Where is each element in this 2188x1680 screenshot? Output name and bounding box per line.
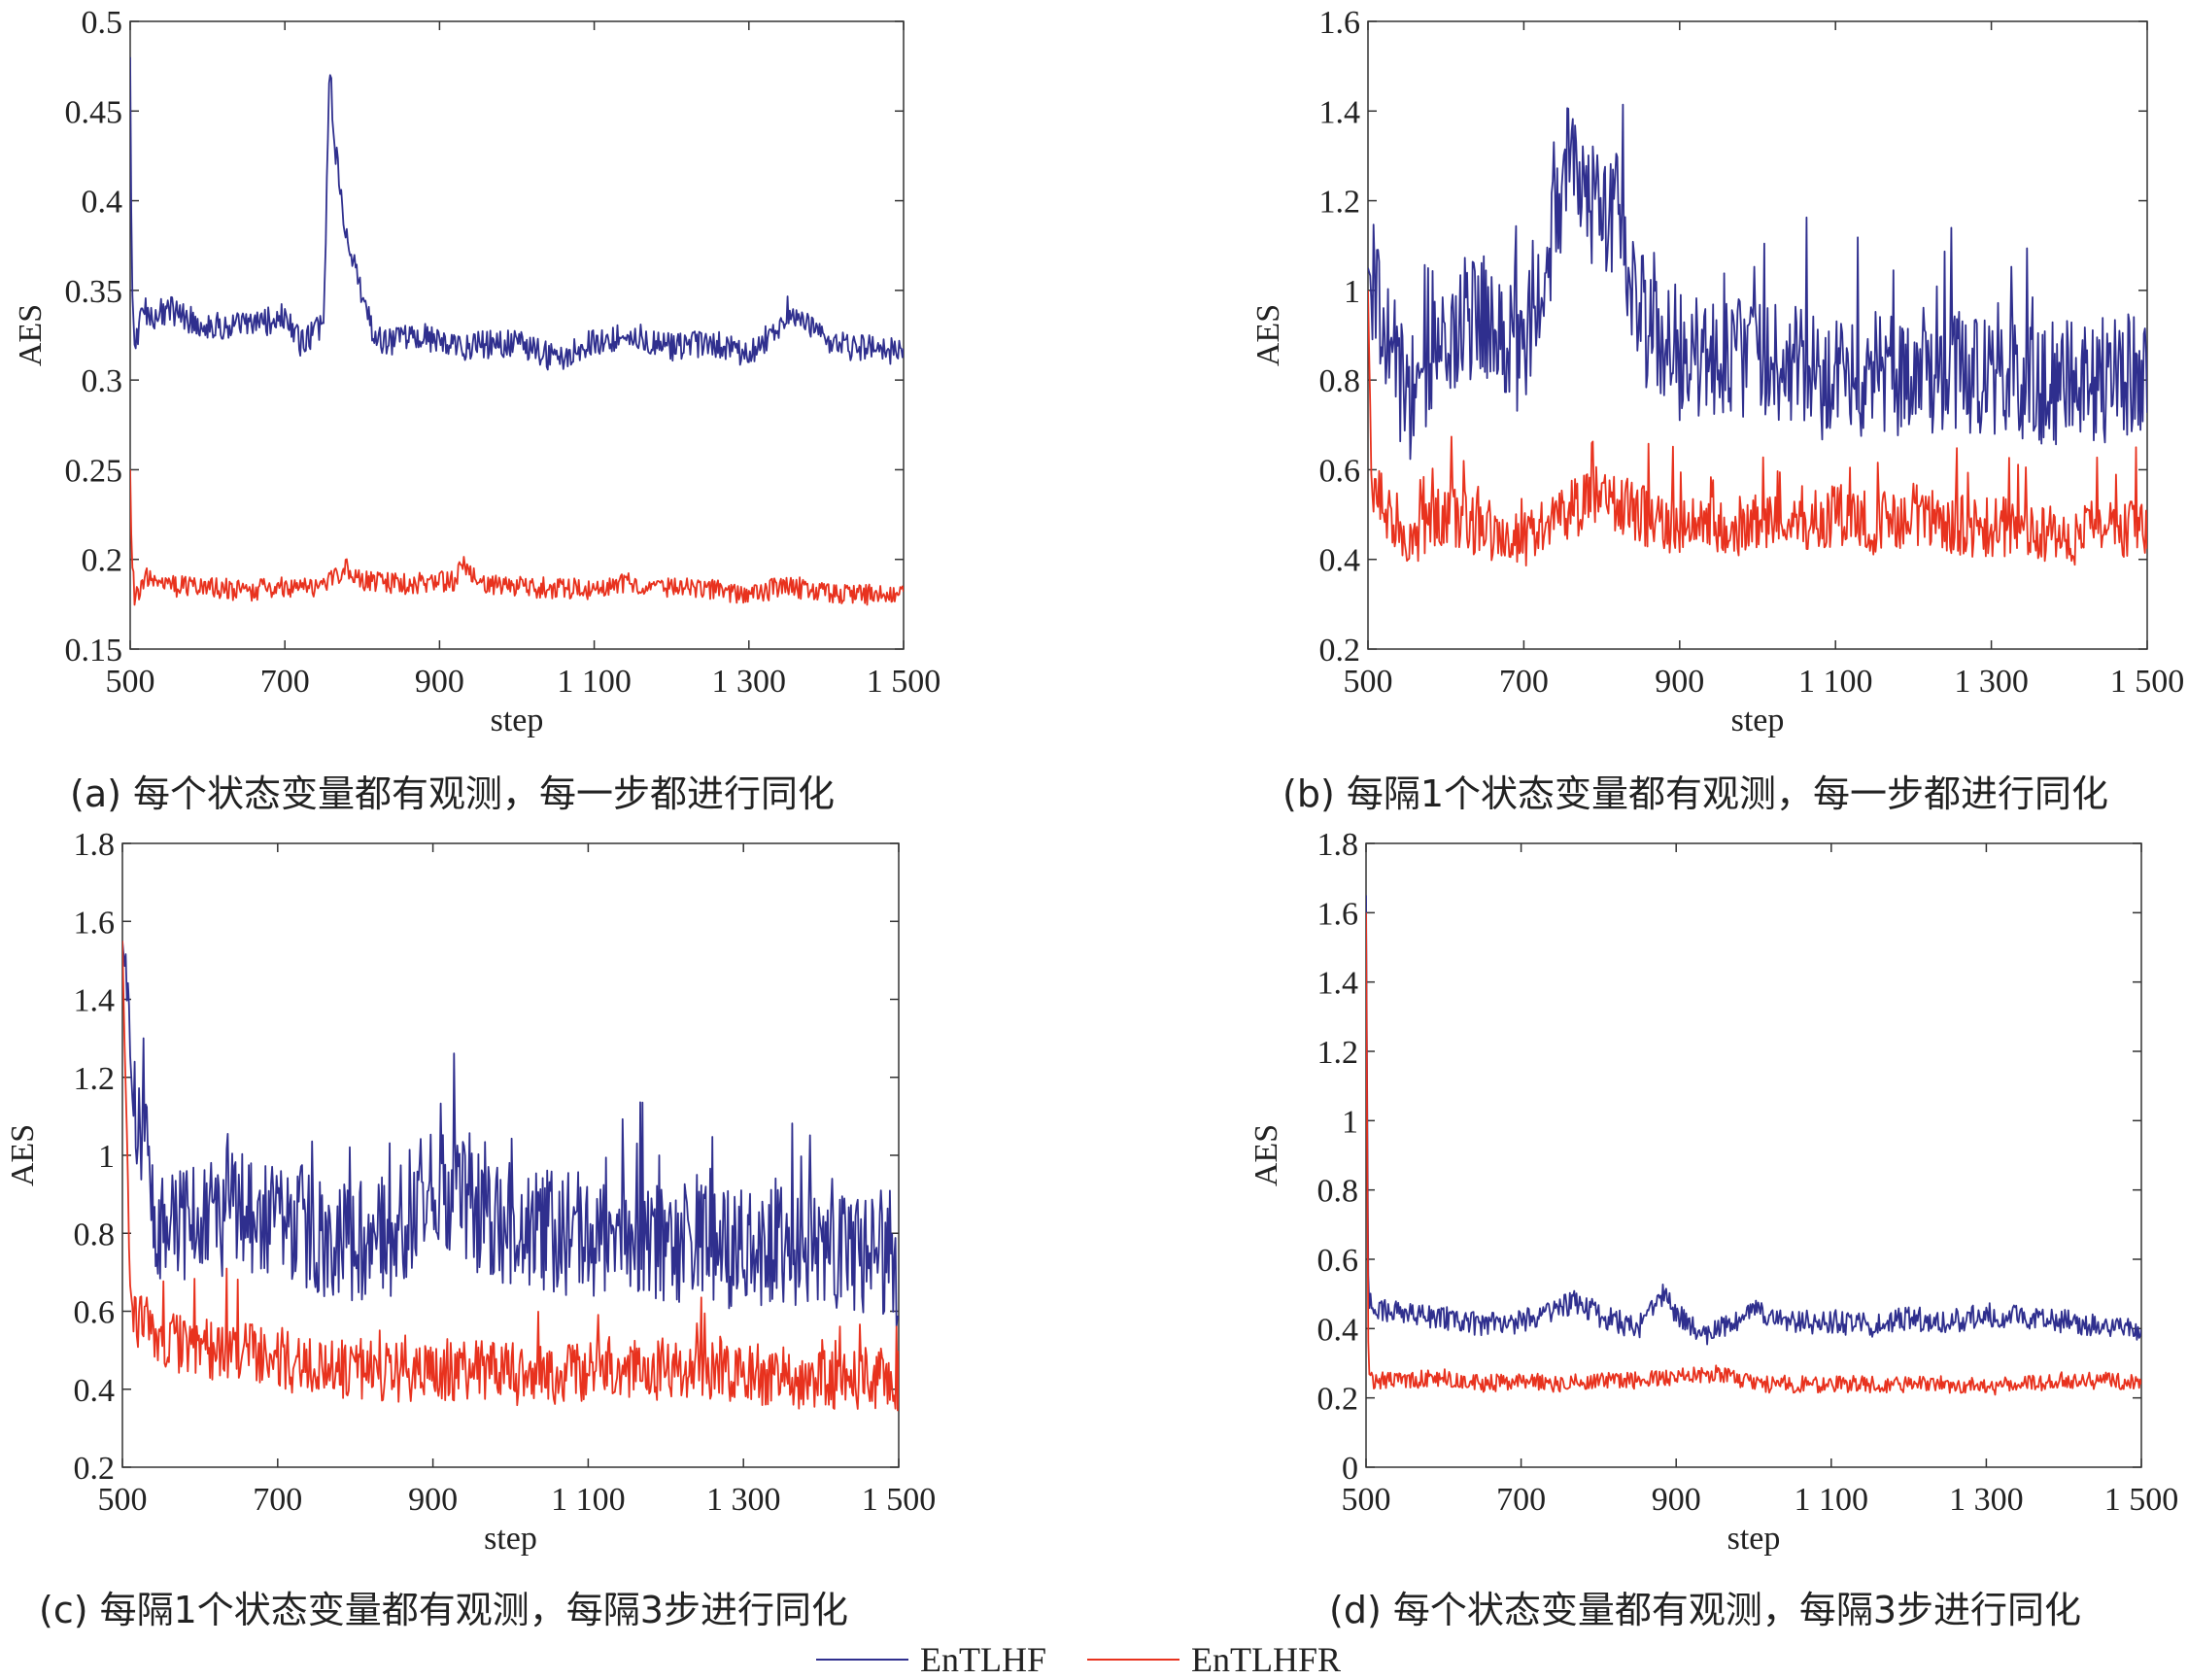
y-tick-label-d: 1.8 <box>1317 827 1359 863</box>
x-axis-label-d: step <box>1727 1521 1781 1557</box>
x-axis-label-b: step <box>1731 703 1785 738</box>
y-tick-label-d: 0.4 <box>1317 1312 1359 1348</box>
x-tick-label-c: 700 <box>253 1482 302 1518</box>
y-tick-label-b: 1.2 <box>1319 185 1361 221</box>
y-tick-label-d: 1.6 <box>1317 896 1359 932</box>
series-line-entlhf-a <box>130 56 904 371</box>
y-tick-label-c: 1.8 <box>74 827 116 863</box>
legend-item-entlhfr: EnTLHFR <box>1087 1639 1341 1680</box>
y-tick-label-d: 0.8 <box>1317 1174 1359 1210</box>
series-line-entlhfr-c <box>122 941 899 1412</box>
y-tick-label-b: 0.6 <box>1319 453 1361 489</box>
x-tick-label-b: 900 <box>1655 664 1704 700</box>
x-tick-label-a: 1 100 <box>557 664 632 700</box>
legend-item-entlhf: EnTLHF <box>816 1639 1046 1680</box>
y-tick-label-c: 0.4 <box>74 1373 116 1409</box>
caption-c: (c) 每隔1个状态变量都有观测，每隔3步进行同化 <box>39 1589 848 1631</box>
x-tick-label-d: 900 <box>1652 1482 1701 1518</box>
legend-label-entlhf: EnTLHF <box>920 1640 1046 1679</box>
series-line-entlhf-c <box>122 941 899 1327</box>
y-tick-label-c: 1.4 <box>74 983 116 1019</box>
x-tick-label-a: 1 300 <box>712 664 787 700</box>
x-tick-label-d: 500 <box>1342 1482 1391 1518</box>
x-tick-label-c: 900 <box>408 1482 458 1518</box>
y-tick-label-d: 1 <box>1342 1104 1358 1140</box>
series-line-entlhfr-d <box>1366 912 2141 1396</box>
y-tick-label-c: 0.8 <box>74 1217 116 1252</box>
y-tick-label-a: 0.15 <box>65 633 123 669</box>
y-tick-label-b: 0.4 <box>1319 543 1361 579</box>
y-tick-label-d: 0 <box>1342 1451 1358 1487</box>
y-tick-label-c: 1.6 <box>74 905 116 941</box>
y-tick-label-a: 0.25 <box>65 453 123 489</box>
legend-swatch-entlhfr <box>1087 1659 1179 1661</box>
y-tick-label-d: 1.4 <box>1317 966 1359 1002</box>
y-tick-label-a: 0.5 <box>82 5 123 41</box>
x-tick-label-b: 1 100 <box>1798 664 1873 700</box>
series-line-entlhfr-a <box>130 469 904 606</box>
x-tick-label-c: 500 <box>98 1482 148 1518</box>
x-tick-label-d: 700 <box>1496 1482 1546 1518</box>
y-axis-label-d: AES <box>1248 1124 1284 1186</box>
legend: EnTLHF EnTLHFR <box>816 1640 1382 1679</box>
chart-panel-c: 500 700 900 1 100 1 300 1 500 0.2 0.4 0.6 0.8 1 1.2… <box>5 827 936 1557</box>
y-axis-label-c: AES <box>5 1124 41 1186</box>
y-tick-label-c: 1 <box>98 1139 115 1175</box>
y-axis-label-b: AES <box>1250 304 1286 366</box>
x-axis-label-a: step <box>491 703 544 738</box>
y-tick-label-a: 0.35 <box>65 274 123 310</box>
caption-d: (d) 每个状态变量都有观测，每隔3步进行同化 <box>1329 1589 2082 1631</box>
x-tick-label-d: 1 300 <box>1949 1482 2024 1518</box>
chart-panel-d: 500 700 900 1 100 1 300 1 500 0 0.2 0.4 0.6 0.8 1 1.… <box>1248 827 2178 1557</box>
y-tick-label-d: 1.2 <box>1317 1035 1359 1071</box>
x-tick-label-b: 700 <box>1499 664 1549 700</box>
y-tick-label-a: 0.3 <box>82 363 123 399</box>
caption-a: (a) 每个状态变量都有观测，每一步都进行同化 <box>70 772 836 815</box>
x-tick-label-a: 700 <box>260 664 310 700</box>
y-tick-label-b: 0.8 <box>1319 363 1361 399</box>
x-axis-label-c: step <box>484 1521 537 1557</box>
x-tick-label-b: 1 300 <box>1954 664 2029 700</box>
legend-label-entlhfr: EnTLHFR <box>1191 1640 1342 1679</box>
x-tick-label-d: 1 100 <box>1795 1482 1869 1518</box>
y-tick-label-a: 0.2 <box>82 543 123 579</box>
y-tick-label-c: 1.2 <box>74 1061 116 1097</box>
y-tick-label-d: 0.2 <box>1317 1382 1359 1418</box>
y-tick-label-b: 1 <box>1344 274 1360 310</box>
plot-frame-a <box>129 20 905 650</box>
x-tick-label-b: 500 <box>1344 664 1393 700</box>
series-line-entlhf-d <box>1366 895 2141 1346</box>
y-axis-label-a: AES <box>13 304 49 366</box>
x-tick-label-c: 1 500 <box>862 1482 937 1518</box>
series-line-entlhf-b <box>1368 103 2147 461</box>
y-tick-label-b: 0.2 <box>1319 633 1361 669</box>
caption-b: (b) 每隔1个状态变量都有观测，每一步都进行同化 <box>1282 772 2109 815</box>
x-tick-label-b: 1 500 <box>2110 664 2185 700</box>
legend-swatch-entlhf <box>816 1659 908 1661</box>
chart-panel-a: 500 700 900 1 100 1 300 1 500 0.15 0.2 0.25 0.3 0.… <box>13 5 940 738</box>
plot-frame-d <box>1365 842 2142 1468</box>
y-tick-label-c: 0.2 <box>74 1451 116 1487</box>
y-tick-label-a: 0.45 <box>65 94 123 130</box>
x-tick-label-a: 900 <box>415 664 464 700</box>
y-tick-label-b: 1.4 <box>1319 94 1361 130</box>
x-tick-label-c: 1 300 <box>706 1482 781 1518</box>
x-tick-label-a: 1 500 <box>867 664 941 700</box>
x-tick-label-d: 1 500 <box>2104 1482 2179 1518</box>
y-tick-label-c: 0.6 <box>74 1295 116 1331</box>
series-line-entlhfr-b <box>1368 290 2147 566</box>
chart-panel-b: 500 700 900 1 100 1 300 1 500 0.2 0.4 0.6 0.8 1 1.2… <box>1250 5 2184 738</box>
y-tick-label-a: 0.4 <box>82 185 123 221</box>
y-tick-label-d: 0.6 <box>1317 1243 1359 1279</box>
y-tick-label-b: 1.6 <box>1319 5 1361 41</box>
x-tick-label-a: 500 <box>106 664 155 700</box>
x-tick-label-c: 1 100 <box>551 1482 626 1518</box>
